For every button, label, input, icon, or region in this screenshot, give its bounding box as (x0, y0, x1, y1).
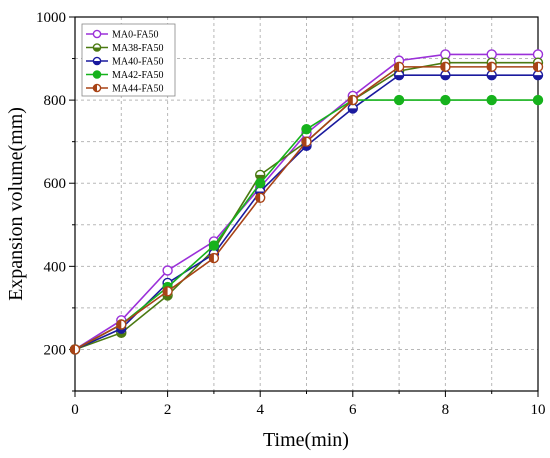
data-point-fill (163, 295, 173, 300)
series-group (69, 49, 544, 355)
y-tick-label: 200 (44, 342, 67, 358)
x-tick-label: 0 (71, 402, 79, 418)
legend: MA0-FA50 MA38-FA50 MA40-FA50 MA42-FA50 MA44-… (81, 23, 176, 97)
data-point (301, 123, 312, 135)
x-tick-label: 8 (442, 402, 450, 418)
x-tick-label: 2 (164, 402, 172, 418)
legend-label: MA0-FA50 (112, 30, 158, 41)
legend-label: MA42-FA50 (112, 70, 163, 81)
data-point-fill (348, 95, 353, 105)
data-point-fill (116, 332, 126, 338)
data-point (486, 94, 497, 106)
data-point-fill (93, 47, 101, 52)
data-point (440, 94, 451, 106)
data-point-fill (255, 174, 265, 180)
data-point (162, 265, 173, 276)
data-point-fill (533, 75, 543, 80)
data-point-fill (487, 75, 497, 80)
data-point-fill (93, 61, 101, 65)
x-tick-label: 10 (531, 402, 546, 418)
data-point-fill (440, 75, 450, 80)
data-point (92, 70, 102, 79)
data-point-fill (394, 62, 400, 72)
data-point-fill (440, 62, 446, 72)
axis-ticks: 0 2 4 6 8 10 200 400 600 800 1000 (36, 10, 546, 418)
data-point-fill (302, 137, 307, 147)
data-point-fill (93, 84, 97, 92)
data-point-fill (163, 286, 168, 296)
data-point-fill (116, 320, 122, 330)
data-point (208, 240, 220, 251)
legend-entry: MA38-FA50 (86, 43, 163, 54)
y-tick-label: 600 (44, 176, 67, 192)
data-point-fill (209, 253, 214, 263)
data-point-fill (70, 344, 75, 354)
data-point (393, 94, 405, 106)
data-point-fill (116, 328, 126, 334)
data-point-fill (348, 108, 358, 113)
legend-label: MA40-FA50 (112, 57, 163, 68)
legend-label: MA44-FA50 (112, 84, 163, 95)
data-point-fill (487, 62, 492, 72)
legend-entry: MA42-FA50 (86, 70, 163, 81)
data-point-fill (255, 193, 261, 203)
data-point (532, 94, 544, 106)
y-tick-label: 800 (44, 93, 67, 109)
data-point-fill (394, 75, 404, 80)
data-point-fill (533, 62, 538, 72)
x-tick-label: 6 (349, 402, 357, 418)
legend-entry: MA40-FA50 (86, 57, 163, 68)
y-tick-label: 1000 (36, 10, 66, 26)
series-MA44-FA50 (69, 61, 544, 355)
x-axis-title: Time(min) (263, 429, 349, 451)
data-point (255, 178, 266, 189)
y-axis-title: Expansion volume(mm) (5, 107, 27, 301)
data-point-fill (302, 145, 311, 151)
legend-label: MA38-FA50 (112, 43, 163, 54)
x-tick-label: 4 (256, 402, 264, 418)
data-point (92, 29, 102, 39)
y-tick-label: 400 (44, 259, 67, 275)
legend-entry: MA0-FA50 (86, 30, 158, 41)
legend-entry: MA44-FA50 (86, 84, 163, 95)
